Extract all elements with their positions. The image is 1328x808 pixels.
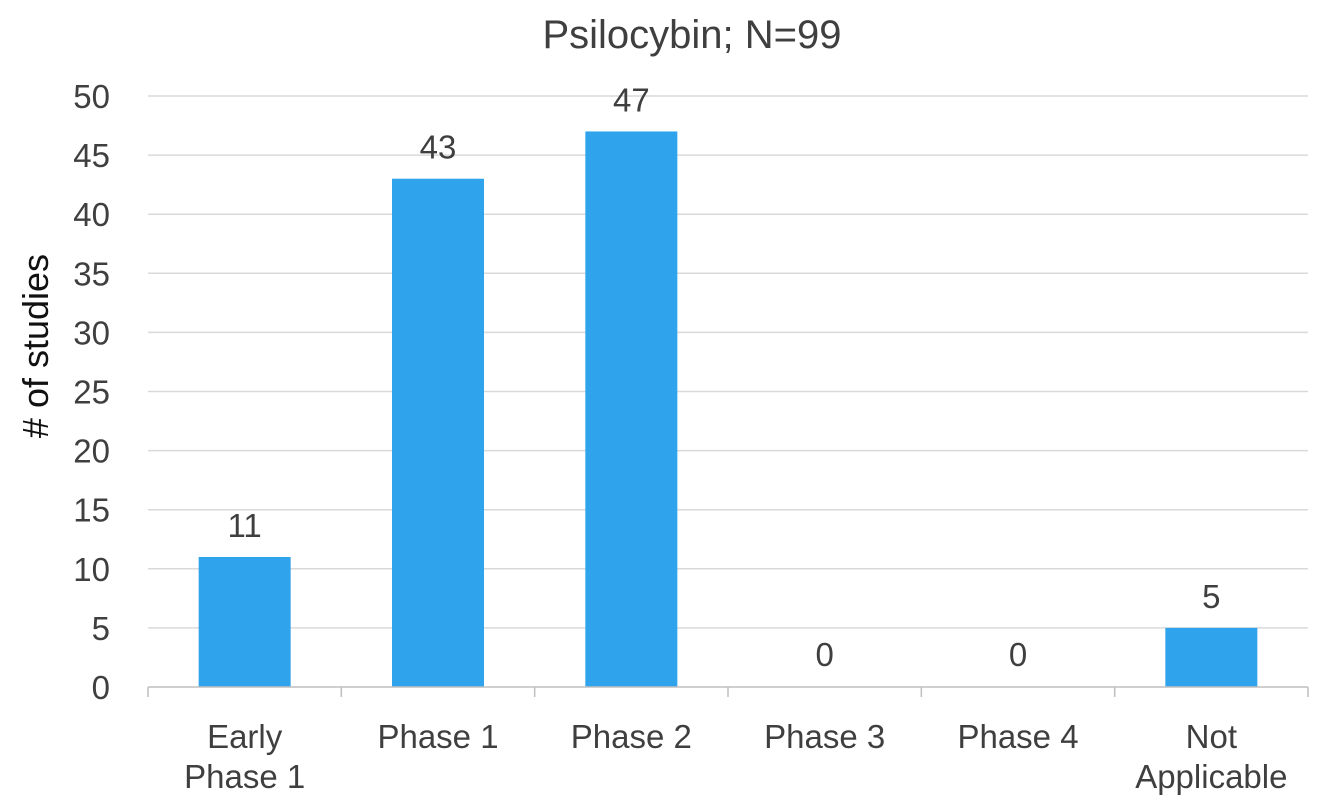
data-label: 0 <box>815 636 833 673</box>
y-tick-label: 35 <box>73 255 110 292</box>
x-tick-label: Early <box>207 718 283 755</box>
y-tick-label: 30 <box>73 314 110 351</box>
y-tick-label: 0 <box>92 669 110 706</box>
bar <box>392 178 484 688</box>
y-tick-label: 20 <box>73 433 110 470</box>
y-tick-label: 10 <box>73 551 110 588</box>
y-tick-label: 15 <box>73 492 110 529</box>
bars <box>198 131 1258 688</box>
y-tick-label: 25 <box>73 374 110 411</box>
bar <box>1165 627 1258 687</box>
bar <box>198 556 291 687</box>
bar <box>585 131 678 687</box>
chart-title: Psilocybin; N=99 <box>542 13 841 57</box>
x-tick-label: Phase 1 <box>377 718 498 755</box>
data-label: 11 <box>228 507 262 544</box>
x-tick-label: Phase 1 <box>184 758 305 795</box>
y-axis-title: # of studies <box>15 254 56 438</box>
data-label: 47 <box>613 81 650 118</box>
y-tick-label: 40 <box>73 196 110 233</box>
y-tick-label: 45 <box>73 137 110 174</box>
data-label: 0 <box>1009 636 1027 673</box>
x-tick-label: Applicable <box>1135 758 1287 795</box>
y-tick-label: 5 <box>92 610 110 647</box>
axes <box>147 686 1309 697</box>
x-tick-label: Phase 3 <box>764 718 885 755</box>
data-label: 5 <box>1202 578 1220 615</box>
y-tick-label: 50 <box>73 78 110 115</box>
x-tick-label: Phase 2 <box>571 718 692 755</box>
grid-lines <box>148 95 1308 629</box>
x-tick-label: Phase 4 <box>957 718 1078 755</box>
data-label: 43 <box>420 129 457 166</box>
x-tick-label: Not <box>1186 718 1237 755</box>
